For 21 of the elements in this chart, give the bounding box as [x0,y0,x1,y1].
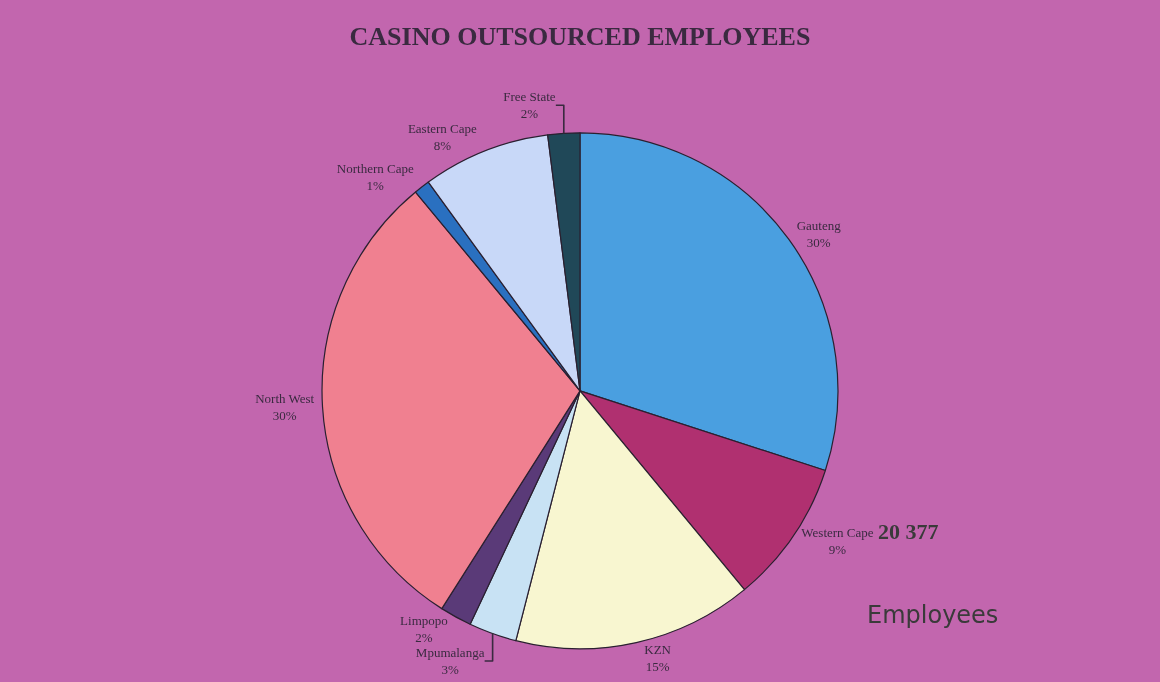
text: 20 377 [878,519,939,544]
data-label: 1% [366,177,385,193]
slice-label: North West [255,391,315,407]
data-label: 2% [415,630,433,646]
slice-label: Free State [503,89,556,105]
data-label: 9% [828,541,847,557]
slice-label: Gauteng [796,217,842,233]
data-label: 8% [433,138,452,154]
slice-label: Western Cape [801,524,874,540]
data-label: 30% [272,408,297,424]
chart-title: CASINO OUTSOURCED EMPLOYEES [349,22,811,52]
text: Employees [867,601,999,629]
slice-label: KZN [644,641,672,657]
data-label: 2% [520,106,539,122]
slice-label: Eastern Cape [407,121,478,137]
data-label: 15% [645,658,670,674]
data-label: 30% [806,234,831,250]
slice-label: Northern Cape [336,161,414,177]
slice-label: Limpopo [400,613,448,629]
data-label: 3% [441,661,459,677]
slice-label: Mpumalanga [415,645,485,661]
